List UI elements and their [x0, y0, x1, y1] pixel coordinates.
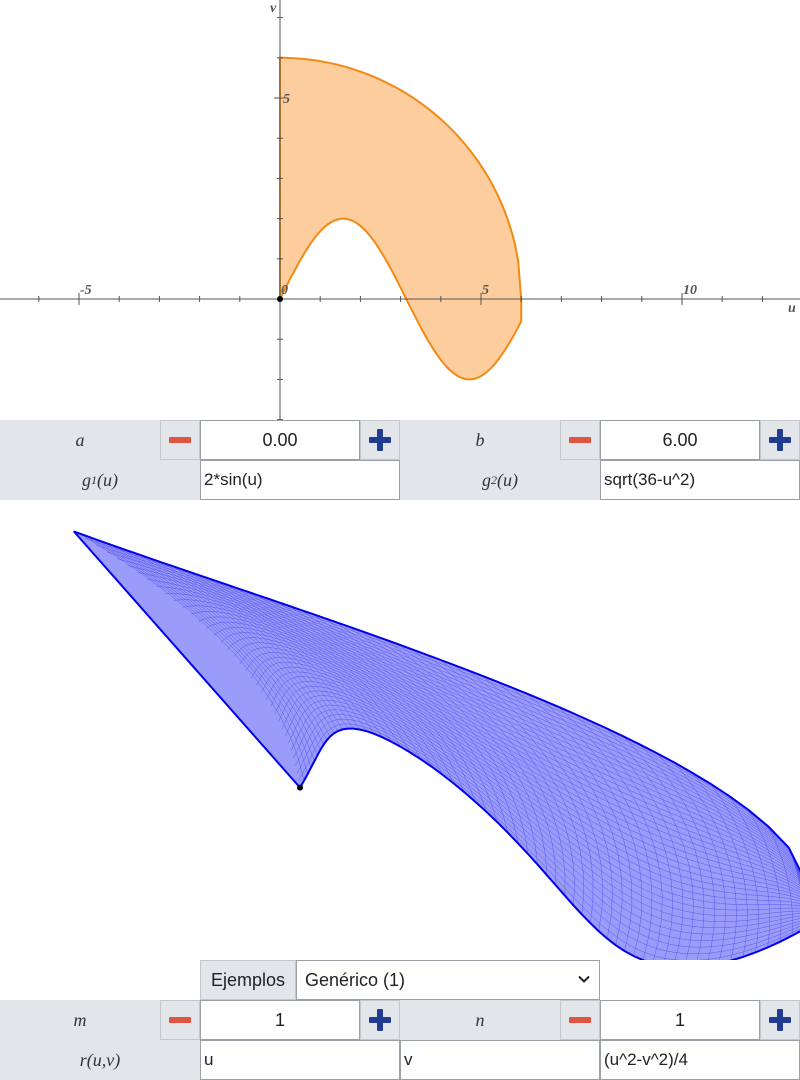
region-plot[interactable]: -5 0 5 10 5 u v — [0, 0, 800, 420]
controls-row-ab: a b — [0, 420, 800, 460]
chevron-down-icon — [578, 975, 590, 983]
origin-point — [277, 296, 283, 302]
a-label: a — [75, 429, 85, 450]
r-x-input[interactable] — [200, 1040, 400, 1080]
minus-icon — [569, 1017, 591, 1023]
r-z-input[interactable] — [600, 1040, 800, 1080]
plot-axes: -5 0 5 10 5 u v — [0, 0, 800, 420]
surface-mesh-lines — [79, 533, 800, 960]
a-increment-button[interactable] — [360, 420, 400, 460]
g2-label: g 2 (u) — [482, 469, 518, 490]
m-decrement-button[interactable] — [160, 1000, 200, 1040]
examples-control: Ejemplos Genérico (1) — [200, 960, 600, 1000]
b-input[interactable] — [600, 420, 760, 460]
n-decrement-button[interactable] — [560, 1000, 600, 1040]
b-decrement-button[interactable] — [560, 420, 600, 460]
n-increment-button[interactable] — [760, 1000, 800, 1040]
g2-input[interactable] — [600, 460, 800, 500]
surface-3d-view[interactable] — [0, 500, 800, 960]
b-label: b — [475, 429, 485, 450]
surface-mesh — [79, 533, 800, 960]
surface-start-point — [297, 784, 303, 791]
u-tick-label: -5 — [80, 283, 92, 298]
examples-dropdown[interactable]: Genérico (1) — [296, 960, 600, 1000]
plus-icon — [369, 429, 391, 451]
u-tick-label: 10 — [683, 283, 697, 298]
r-y-input[interactable] — [400, 1040, 600, 1080]
minus-icon — [169, 1017, 191, 1023]
surface-patch — [73, 531, 800, 960]
u-tick-label: 0 — [281, 283, 288, 298]
minus-icon — [169, 437, 191, 443]
n-label: n — [475, 1009, 485, 1030]
m-input[interactable] — [200, 1000, 360, 1040]
m-label: m — [73, 1009, 87, 1030]
controls-row-r: r(u,v) — [0, 1040, 800, 1080]
minus-icon — [569, 437, 591, 443]
v-tick-label: 5 — [283, 92, 290, 107]
surface-boundary — [73, 530, 800, 960]
n-input[interactable] — [600, 1000, 760, 1040]
v-axis-label: v — [270, 1, 277, 16]
examples-selected-value: Genérico (1) — [305, 969, 406, 990]
b-increment-button[interactable] — [760, 420, 800, 460]
controls-row-g: g1(u) g2(u) — [0, 460, 800, 500]
plus-icon — [369, 1009, 391, 1031]
controls-row-mn: m n — [0, 1000, 800, 1040]
r-label: r(u,v) — [79, 1049, 121, 1070]
examples-label: Ejemplos — [200, 960, 296, 1000]
m-increment-button[interactable] — [360, 1000, 400, 1040]
u-tick-label: 5 — [482, 283, 489, 298]
plus-icon — [769, 1009, 791, 1031]
a-input[interactable] — [200, 420, 360, 460]
g1-input[interactable] — [200, 460, 400, 500]
region-area — [279, 56, 523, 381]
u-axis-label: u — [788, 301, 796, 316]
a-decrement-button[interactable] — [160, 420, 200, 460]
plus-icon — [769, 429, 791, 451]
g1-label: g 1 (u) — [82, 469, 118, 490]
